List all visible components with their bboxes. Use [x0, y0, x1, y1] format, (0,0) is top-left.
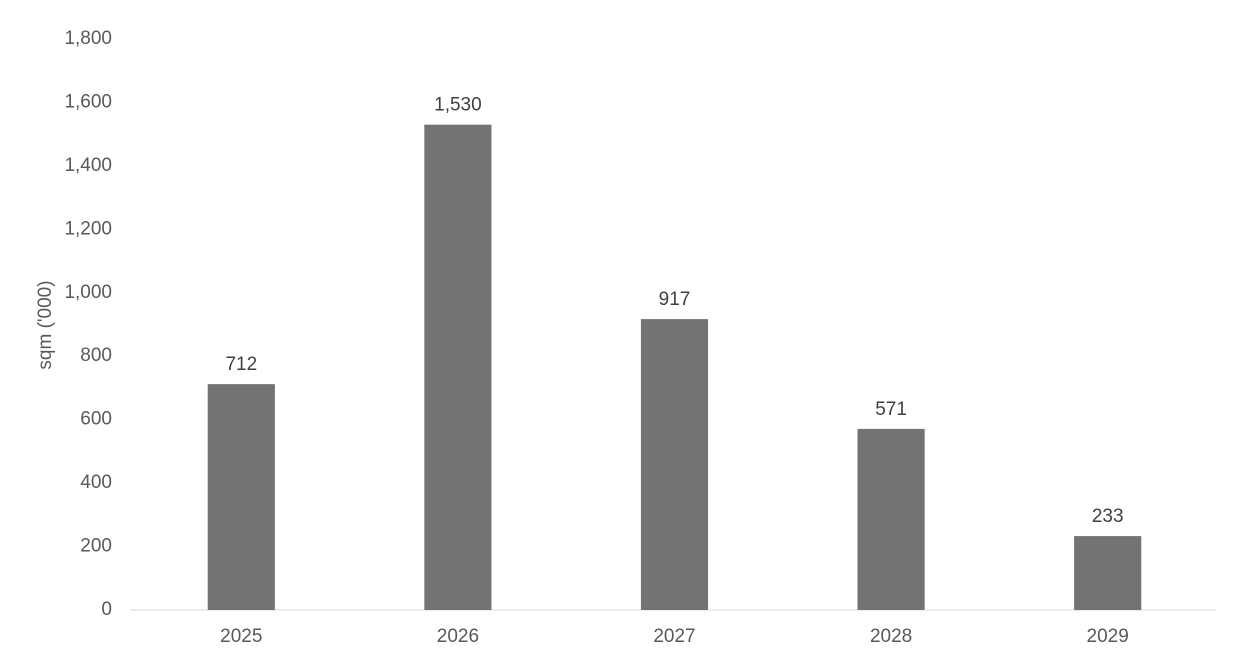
- y-tick-label: 0: [101, 599, 112, 620]
- value-label: 233: [1092, 506, 1124, 527]
- y-tick-label: 1,600: [64, 91, 112, 112]
- y-tick-label: 1,800: [64, 28, 112, 49]
- x-tick-label: 2026: [437, 626, 479, 647]
- y-tick-label: 1,200: [64, 218, 112, 239]
- x-tick-label: 2029: [1087, 626, 1129, 647]
- y-tick-label: 400: [80, 472, 112, 493]
- bar: [1074, 536, 1142, 610]
- bar: [207, 384, 275, 610]
- y-tick-label: 600: [80, 409, 112, 430]
- value-label: 712: [225, 354, 257, 375]
- value-label: 1,530: [434, 95, 482, 116]
- y-tick-label: 200: [80, 536, 112, 557]
- bar: [857, 428, 925, 610]
- x-tick-label: 2025: [220, 626, 262, 647]
- bar: [424, 124, 492, 611]
- y-axis-title: sqm ('000): [35, 280, 56, 369]
- value-label: 917: [659, 289, 691, 310]
- x-tick-label: 2027: [653, 626, 695, 647]
- x-tick-label: 2028: [870, 626, 912, 647]
- y-tick-label: 1,000: [64, 282, 112, 303]
- y-tick-label: 800: [80, 345, 112, 366]
- y-tick-label: 1,400: [64, 155, 112, 176]
- bar: [640, 319, 709, 610]
- value-label: 571: [875, 399, 907, 420]
